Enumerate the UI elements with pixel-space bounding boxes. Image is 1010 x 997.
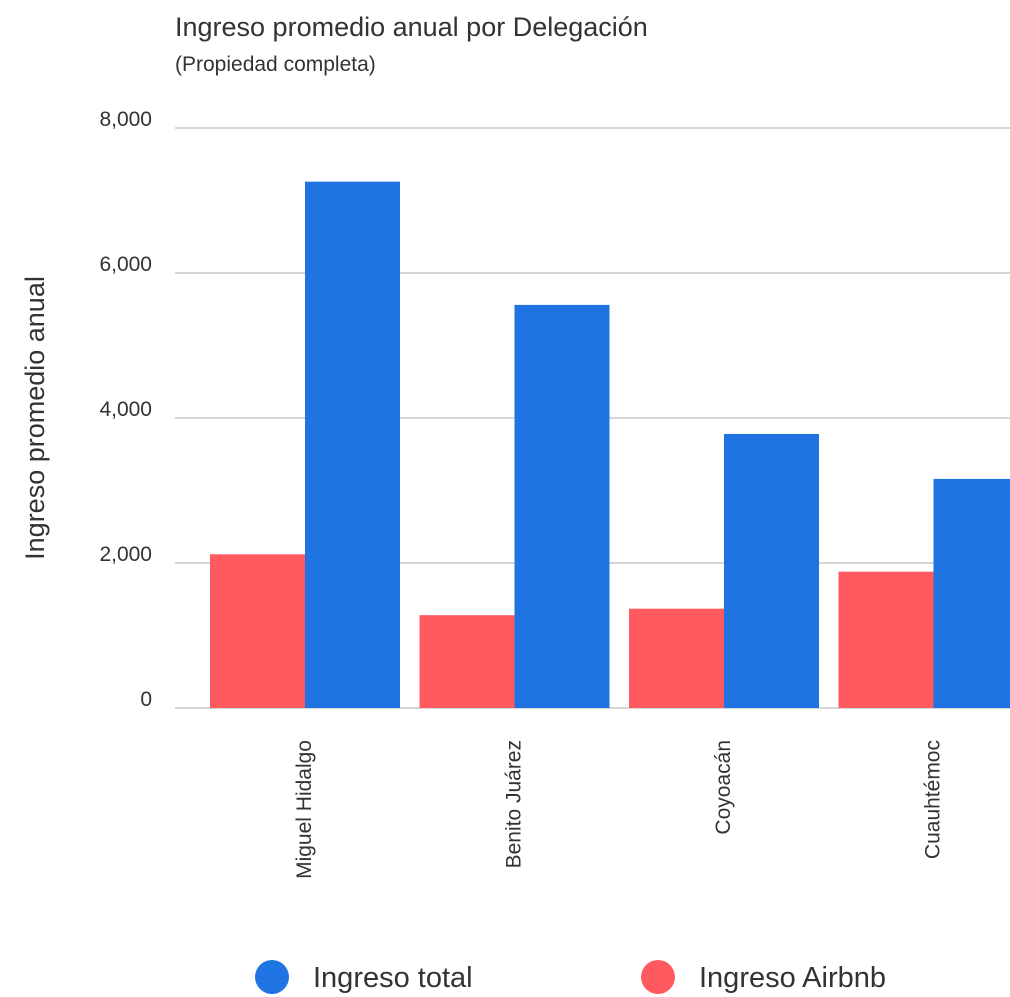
legend-marker bbox=[641, 960, 675, 994]
chart-title: Ingreso promedio anual por Delegación bbox=[175, 12, 648, 42]
y-tick-label: 4,000 bbox=[99, 398, 152, 421]
bar bbox=[305, 181, 400, 708]
bar bbox=[933, 478, 1010, 708]
x-tick-label: Cuauhtémoc bbox=[922, 740, 945, 859]
y-tick-label: 6,000 bbox=[99, 253, 152, 276]
bar bbox=[419, 615, 515, 708]
bar bbox=[210, 554, 305, 708]
y-tick-label: 0 bbox=[140, 688, 152, 711]
bar bbox=[838, 571, 934, 708]
x-tick-label: Coyoacán bbox=[712, 740, 735, 835]
bar bbox=[514, 304, 610, 708]
legend-marker bbox=[255, 960, 289, 994]
y-axis-label: Ingreso promedio anual bbox=[20, 276, 50, 560]
bar bbox=[724, 433, 819, 708]
chart-subtitle: (Propiedad completa) bbox=[175, 53, 376, 76]
x-tick-label: Miguel Hidalgo bbox=[293, 740, 316, 879]
legend-label: Ingreso total bbox=[313, 962, 473, 994]
y-tick-label: 8,000 bbox=[99, 108, 152, 131]
legend-label: Ingreso Airbnb bbox=[699, 962, 886, 994]
x-tick-label: Benito Juárez bbox=[503, 740, 526, 868]
y-tick-label: 2,000 bbox=[99, 543, 152, 566]
bar bbox=[629, 608, 724, 708]
